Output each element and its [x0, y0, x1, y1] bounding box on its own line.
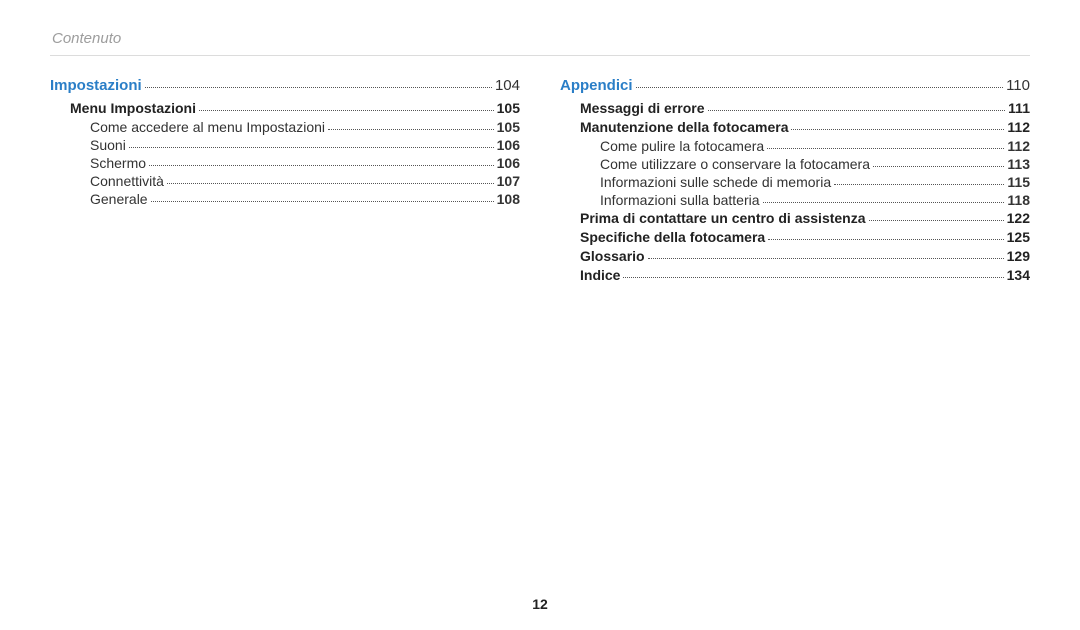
toc-entry-label: Schermo	[90, 155, 146, 171]
toc-column-right: Appendici 110 Messaggi di errore 111 Manuten…	[560, 74, 1030, 286]
toc-entry-page: 104	[495, 77, 520, 94]
toc-entry[interactable]: Come pulire la fotocamera 112	[560, 138, 1030, 154]
toc-leader-dots	[768, 239, 1003, 240]
toc-column-left: Impostazioni104Menu Impostazioni105Come …	[50, 74, 520, 286]
page-header-title: Contenuto	[52, 30, 1030, 47]
toc-entry[interactable]: Come accedere al menu Impostazioni 105	[50, 119, 520, 135]
toc-leader-dots	[791, 129, 1004, 130]
toc-leader-dots	[167, 183, 494, 184]
toc-entry-page: 106	[497, 155, 520, 171]
toc-entry[interactable]: Manutenzione della fotocamera 112	[560, 119, 1030, 135]
toc-leader-dots	[151, 201, 494, 202]
toc-entry-page: 118	[1007, 192, 1030, 208]
toc-entry-label: Indice	[580, 267, 620, 283]
toc-leader-dots	[708, 110, 1006, 111]
toc-entry-label: Generale	[90, 191, 148, 207]
toc-entry-page: 110	[1006, 77, 1030, 94]
toc-leader-dots	[648, 258, 1004, 259]
toc-entry[interactable]: Indice 134	[560, 267, 1030, 283]
toc-entry[interactable]: Menu Impostazioni 105	[50, 100, 520, 116]
toc-entry-page: 129	[1007, 248, 1030, 264]
toc-entry-label: Come utilizzare o conservare la fotocame…	[600, 156, 870, 172]
toc-entry[interactable]: Schermo 106	[50, 155, 520, 171]
toc-entry[interactable]: Informazioni sulle schede di memoria 115	[560, 174, 1030, 190]
toc-entry-page: 111	[1008, 100, 1030, 116]
toc-columns: Impostazioni104Menu Impostazioni105Come …	[50, 74, 1030, 286]
toc-entry[interactable]: Messaggi di errore 111	[560, 100, 1030, 116]
toc-leader-dots	[145, 87, 492, 88]
toc-entry-page: 112	[1007, 119, 1030, 135]
toc-entry[interactable]: Come utilizzare o conservare la fotocame…	[560, 156, 1030, 172]
toc-entry-label: Manutenzione della fotocamera	[580, 119, 788, 135]
toc-entry-page: 112	[1007, 138, 1030, 154]
toc-leader-dots	[328, 129, 494, 130]
header-divider	[50, 55, 1030, 56]
toc-entry[interactable]: Prima di contattare un centro di assiste…	[560, 210, 1030, 226]
toc-entry-label: Prima di contattare un centro di assiste…	[580, 210, 866, 226]
toc-entry[interactable]: Impostazioni 104	[50, 77, 520, 94]
toc-entry[interactable]: Suoni 106	[50, 137, 520, 153]
toc-entry-label: Messaggi di errore	[580, 100, 705, 116]
toc-entry[interactable]: Glossario 129	[560, 248, 1030, 264]
toc-entry-page: 122	[1007, 210, 1030, 226]
toc-entry-page: 115	[1007, 174, 1030, 190]
toc-entry-page: 113	[1007, 156, 1030, 172]
toc-leader-dots	[636, 87, 1004, 88]
toc-entry-label: Glossario	[580, 248, 645, 264]
toc-entry-label: Menu Impostazioni	[70, 100, 196, 116]
toc-entry[interactable]: Specifiche della fotocamera 125	[560, 229, 1030, 245]
toc-entry-page: 106	[497, 137, 520, 153]
toc-entry-page: 105	[497, 119, 520, 135]
toc-leader-dots	[199, 110, 494, 111]
toc-entry-page: 105	[497, 100, 520, 116]
toc-entry-label: Suoni	[90, 137, 126, 153]
toc-entry[interactable]: Connettività 107	[50, 173, 520, 189]
toc-entry-page: 108	[497, 191, 520, 207]
toc-entry-label: Informazioni sulle schede di memoria	[600, 174, 831, 190]
toc-leader-dots	[763, 202, 1005, 203]
toc-entry-label: Appendici	[560, 77, 633, 94]
toc-entry-label: Informazioni sulla batteria	[600, 192, 760, 208]
toc-entry[interactable]: Informazioni sulla batteria 118	[560, 192, 1030, 208]
toc-leader-dots	[767, 148, 1004, 149]
toc-entry[interactable]: Generale 108	[50, 191, 520, 207]
toc-leader-dots	[834, 184, 1004, 185]
page-number: 12	[0, 596, 1080, 612]
toc-entry-label: Come pulire la fotocamera	[600, 138, 764, 154]
toc-entry-label: Specifiche della fotocamera	[580, 229, 765, 245]
toc-leader-dots	[869, 220, 1004, 221]
toc-entry-page: 125	[1007, 229, 1030, 245]
toc-entry-label: Come accedere al menu Impostazioni	[90, 119, 325, 135]
toc-entry-page: 134	[1007, 267, 1030, 283]
toc-leader-dots	[149, 165, 494, 166]
toc-entry[interactable]: Appendici 110	[560, 77, 1030, 94]
toc-leader-dots	[873, 166, 1004, 167]
toc-leader-dots	[129, 147, 494, 148]
toc-entry-page: 107	[497, 173, 520, 189]
toc-leader-dots	[623, 277, 1003, 278]
toc-entry-label: Impostazioni	[50, 77, 142, 94]
toc-entry-label: Connettività	[90, 173, 164, 189]
